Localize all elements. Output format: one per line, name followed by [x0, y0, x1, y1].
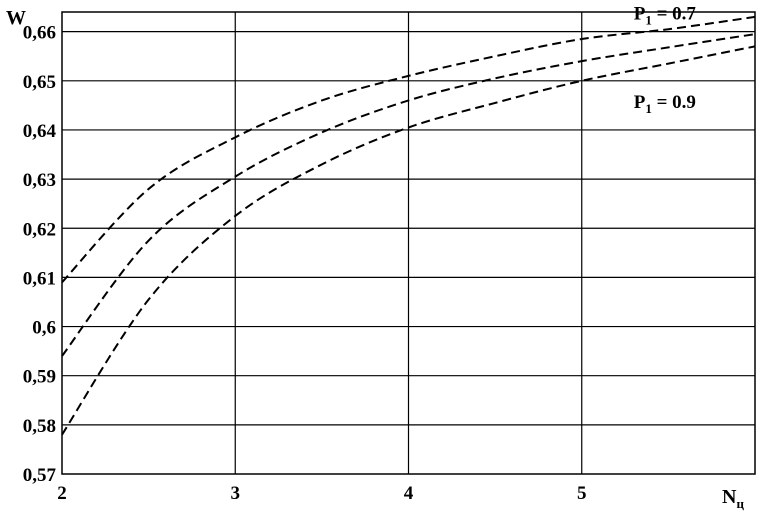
- series-line-1: [61, 15, 756, 284]
- y-tick-label: 0,65: [23, 72, 56, 93]
- annotation-rest: = 0.7: [652, 3, 697, 24]
- plot-frame: [61, 11, 756, 475]
- grid-layer: [62, 12, 755, 474]
- y-tick-label: 0,6: [32, 318, 56, 339]
- y-tick-label: 0,62: [23, 219, 56, 240]
- y-tick-label: 0,66: [23, 23, 56, 44]
- y-tick-label: 0,63: [23, 170, 56, 191]
- y-tick-label: 0,58: [23, 416, 56, 437]
- annotation-sub: 1: [645, 12, 652, 27]
- annotation-rest: = 0.9: [652, 92, 696, 113]
- x-tick-label: 5: [577, 483, 587, 504]
- y-axis-label: W: [6, 7, 26, 29]
- x-tick-label: 3: [231, 483, 241, 504]
- series-line-2: [61, 33, 756, 357]
- annotation-main: P: [634, 92, 646, 113]
- x-tick-label: 2: [57, 483, 67, 504]
- curve-annotation-1: P1 = 0.7: [634, 3, 697, 27]
- annotation-layer: P1 = 0.7P1 = 0.9: [634, 3, 697, 115]
- tick-layer: 2 3 4 5 0,57 0,58 0,59 0,6 0,61 0,62 0,63 0,64 0,65 0…: [23, 23, 587, 504]
- y-tick-label: 0,64: [23, 121, 57, 142]
- x-axis-label: Nц: [722, 486, 744, 511]
- curve-annotation-2: P1 = 0.9: [634, 92, 696, 116]
- x-axis-label-main: N: [722, 486, 737, 508]
- annotation-sub: 1: [645, 101, 652, 116]
- curve-layer: [61, 15, 756, 436]
- y-tick-label: 0,57: [23, 465, 57, 486]
- x-axis-label-sub: ц: [736, 496, 744, 511]
- y-tick-label: 0,61: [23, 268, 56, 289]
- series-line-3: [61, 45, 756, 436]
- annotation-main: P: [634, 3, 646, 24]
- y-tick-label: 0,59: [23, 367, 56, 388]
- x-tick-label: 4: [404, 483, 414, 504]
